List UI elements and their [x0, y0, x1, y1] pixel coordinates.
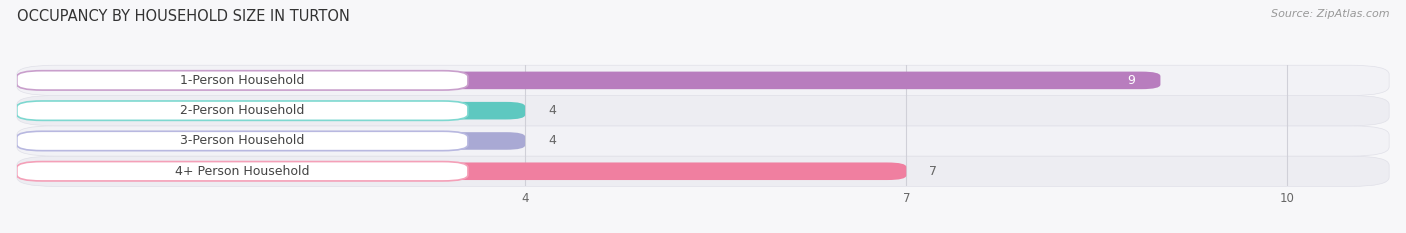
Text: 9: 9	[1128, 74, 1135, 87]
FancyBboxPatch shape	[17, 96, 1389, 126]
FancyBboxPatch shape	[17, 131, 468, 151]
FancyBboxPatch shape	[17, 162, 907, 180]
Text: 4: 4	[548, 134, 555, 147]
FancyBboxPatch shape	[17, 102, 524, 120]
FancyBboxPatch shape	[17, 156, 1389, 186]
Text: 1-Person Household: 1-Person Household	[180, 74, 305, 87]
FancyBboxPatch shape	[17, 132, 524, 150]
FancyBboxPatch shape	[17, 161, 468, 181]
Text: 3-Person Household: 3-Person Household	[180, 134, 305, 147]
FancyBboxPatch shape	[17, 126, 1389, 156]
FancyBboxPatch shape	[17, 65, 1389, 96]
Text: 2-Person Household: 2-Person Household	[180, 104, 305, 117]
FancyBboxPatch shape	[17, 71, 468, 90]
Text: 4: 4	[548, 104, 555, 117]
FancyBboxPatch shape	[17, 72, 1160, 89]
Text: 4+ Person Household: 4+ Person Household	[176, 165, 309, 178]
Text: OCCUPANCY BY HOUSEHOLD SIZE IN TURTON: OCCUPANCY BY HOUSEHOLD SIZE IN TURTON	[17, 9, 350, 24]
Text: Source: ZipAtlas.com: Source: ZipAtlas.com	[1271, 9, 1389, 19]
Text: 7: 7	[929, 165, 938, 178]
FancyBboxPatch shape	[17, 101, 468, 120]
